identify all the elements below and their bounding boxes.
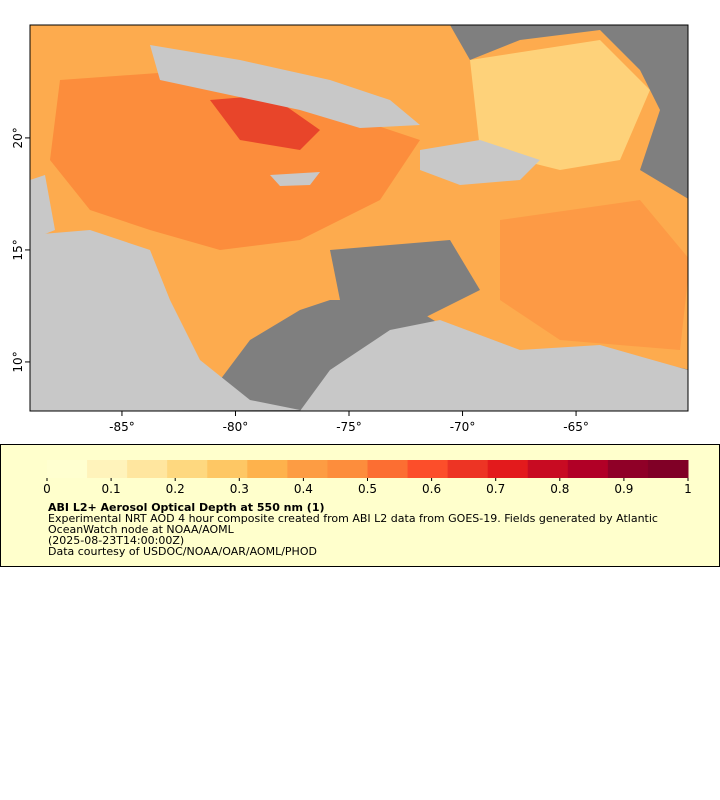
legend-title: ABI L2+ Aerosol Optical Depth at 550 nm … bbox=[48, 501, 325, 514]
axes: -85° -80° -75° -70° -65° 10° 15° 20° bbox=[11, 127, 589, 434]
colorbar-swatch bbox=[487, 460, 529, 478]
colorbar-swatch bbox=[247, 460, 288, 478]
land bbox=[300, 320, 688, 411]
land bbox=[270, 172, 320, 186]
colorbar-swatch bbox=[287, 460, 328, 478]
colorbar-swatch bbox=[447, 460, 489, 478]
legend-line: Experimental NRT AOD 4 hour composite cr… bbox=[48, 512, 658, 525]
aerosol-field bbox=[500, 200, 688, 350]
colorbar-swatch bbox=[527, 460, 569, 478]
colorbar-tick-label: 0.7 bbox=[486, 482, 505, 496]
colorbar-tick-label: 0.9 bbox=[614, 482, 633, 496]
colorbar-tick-label: 0.2 bbox=[166, 482, 185, 496]
colorbar-swatch bbox=[367, 460, 409, 478]
x-tick-label: -85° bbox=[109, 420, 135, 434]
land bbox=[150, 45, 420, 128]
x-tick-label: -75° bbox=[336, 420, 362, 434]
colorbar-swatch bbox=[207, 460, 248, 478]
colorbar: 0 0.1 0.2 0.3 0.4 0.5 0.6 0.7 0.8 0.9 1 bbox=[43, 460, 692, 496]
colorbar-swatch bbox=[327, 460, 368, 478]
aerosol-field bbox=[470, 40, 650, 170]
colorbar-swatch bbox=[567, 460, 609, 478]
legend-line: OceanWatch node at NOAA/AOML bbox=[48, 523, 235, 536]
colorbar-tick-label: 0 bbox=[43, 482, 51, 496]
land bbox=[30, 175, 55, 240]
colorbar-tick-label: 0.3 bbox=[230, 482, 249, 496]
land bbox=[30, 230, 300, 411]
y-tick-label: 20° bbox=[11, 127, 25, 148]
land bbox=[420, 140, 540, 185]
aerosol-field bbox=[210, 95, 320, 150]
x-tick-label: -65° bbox=[563, 420, 589, 434]
colorbar-tick-label: 0.1 bbox=[102, 482, 121, 496]
colorbar-swatch bbox=[167, 460, 208, 478]
no-data-gap bbox=[330, 240, 480, 320]
colorbar-swatch bbox=[87, 460, 128, 478]
map-field bbox=[30, 25, 688, 411]
colorbar-tick-label: 0.8 bbox=[550, 482, 569, 496]
colorbar-swatch bbox=[607, 460, 649, 478]
x-tick-label: -80° bbox=[223, 420, 249, 434]
legend-line: Data courtesy of USDOC/NOAA/OAR/AOML/PHO… bbox=[48, 545, 317, 558]
colorbar-tick-label: 0.6 bbox=[422, 482, 441, 496]
colorbar-swatch bbox=[407, 460, 449, 478]
colorbar-swatch bbox=[47, 460, 88, 478]
colorbar-tick-label: 0.5 bbox=[358, 482, 377, 496]
y-tick-label: 15° bbox=[11, 239, 25, 260]
colorbar-tick-label: 0.4 bbox=[294, 482, 313, 496]
map-frame bbox=[29, 24, 689, 412]
colorbar-swatch bbox=[647, 460, 689, 478]
x-tick-label: -70° bbox=[450, 420, 476, 434]
y-tick-label: 10° bbox=[11, 351, 25, 372]
legend-line: (2025-08-23T14:00:00Z) bbox=[48, 534, 184, 547]
colorbar-tick-label: 1 bbox=[684, 482, 692, 496]
colorbar-swatch bbox=[127, 460, 168, 478]
